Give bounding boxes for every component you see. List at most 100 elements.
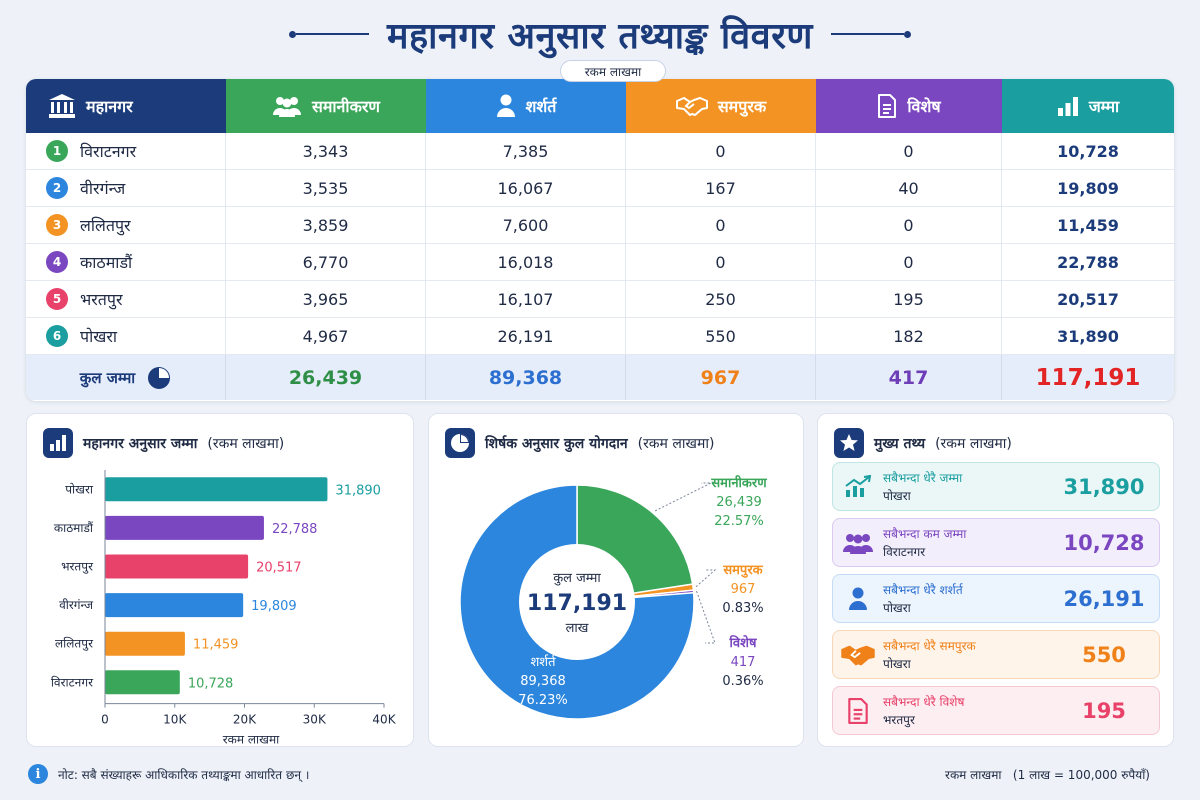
fact-label: सबैभन्दा धेरै समपुरक <box>883 638 976 653</box>
title-decoration-right <box>830 30 911 38</box>
donut-hole <box>519 544 635 660</box>
fact-text: सबैभन्दा धेरै समपुरक पोखरा <box>883 637 1049 673</box>
city-name: वीरगंन्ज <box>80 179 126 198</box>
city-name: काठमाडौं <box>80 253 133 272</box>
fact-value: 195 <box>1082 698 1126 723</box>
cell-special: 195 <box>816 281 1002 317</box>
fact-text: सबैभन्दा धेरै शर्शर्त पोखरा <box>883 581 1049 617</box>
table-row: 5 भरतपुर 3,965 16,107 250 195 20,517 <box>26 281 1174 318</box>
cell-city: 5 भरतपुर <box>26 281 226 317</box>
donut-center-value: 117,191 <box>527 591 627 616</box>
table-row: 6 पोखरा 4,967 26,191 550 182 31,890 <box>26 318 1174 355</box>
cell-special: 0 <box>816 207 1002 243</box>
city-name: पोखरा <box>80 327 118 346</box>
city-name: विराटनगर <box>80 142 137 161</box>
header-equalization-label: समानीकरण <box>312 97 380 116</box>
slice-percent-label: 22.57% <box>714 514 764 529</box>
cell-equalization: 3,343 <box>226 133 426 169</box>
footer-special: 417 <box>816 355 1002 400</box>
cell-city: 3 ललितपुर <box>26 207 226 243</box>
table-footer-total-row: कुल जम्मा 26,439 89,368 967 417 117,191 <box>26 355 1174 400</box>
pie-chart-icon <box>445 428 475 458</box>
handshake-icon <box>833 643 883 667</box>
cell-total: 22,788 <box>1057 252 1119 272</box>
donut-center-unit: लाख <box>566 621 589 636</box>
document-icon <box>878 94 897 118</box>
cell-city: 2 वीरगंन्ज <box>26 170 226 206</box>
cell-equalization: 3,965 <box>226 281 426 317</box>
bar <box>105 670 180 695</box>
fact-city: पोखरा <box>883 488 911 503</box>
table-header: महानगर समानीकरण शर्शर्त समपुरक विशेष जम्… <box>26 79 1174 133</box>
donut-chart: कुल जम्मा 117,191 लाख समानीकरण 26,439 22.57% स… <box>459 475 767 720</box>
fact-text: सबैभन्दा धेरै जम्मा पोखरा <box>883 469 1049 505</box>
bar-value-label: 20,517 <box>256 561 302 576</box>
pie-chart-icon <box>148 366 171 389</box>
x-tick-label: 20K <box>233 713 257 727</box>
leader-line <box>695 569 717 588</box>
bar <box>105 593 244 618</box>
cell-equalization: 3,535 <box>226 170 426 206</box>
city-name: ललितपुर <box>80 216 131 235</box>
unit-note: रकम लाखमा (1 लाख = 100,000 रुपैयाँ) <box>945 768 1150 782</box>
slice-value-label: 417 <box>731 655 756 670</box>
cell-complementary: 167 <box>626 170 816 206</box>
cell-conditional: 16,018 <box>426 244 626 280</box>
fact-city: पोखरा <box>883 656 911 671</box>
info-icon: i <box>28 764 48 784</box>
leader-line <box>654 482 712 512</box>
slice-value-label: 26,439 <box>716 495 762 510</box>
bar-chart: पोखरा 31,890 काठमाडौं 22,788 भरतपुर 20,517 वीर… <box>51 470 397 747</box>
cell-equalization: 6,770 <box>226 244 426 280</box>
bar-value-label: 19,809 <box>251 599 297 614</box>
slice-percent-label: 0.36% <box>722 674 763 689</box>
header-special-label: विशेष <box>907 97 941 116</box>
cell-complementary: 0 <box>626 244 816 280</box>
fact-city: विराटनगर <box>883 544 926 559</box>
slice-value-label: 967 <box>731 582 756 597</box>
cell-conditional: 26,191 <box>426 318 626 354</box>
bar-value-label: 10,728 <box>188 676 234 691</box>
bar-category-label: ललितपुर <box>55 637 94 652</box>
table-row: 4 काठमाडौं 6,770 16,018 0 0 22,788 <box>26 244 1174 281</box>
handshake-icon <box>675 97 708 116</box>
cell-special: 0 <box>816 133 1002 169</box>
fact-item: सबैभन्दा धेरै समपुरक पोखरा 550 <box>832 630 1160 679</box>
header-complementary-label: समपुरक <box>717 97 767 116</box>
bar-value-label: 22,788 <box>272 522 318 537</box>
bar <box>105 477 328 502</box>
key-facts-card: मुख्य तथ्य (रकम लाखमा) सबैभन्दा धेरै जम्… <box>817 413 1174 747</box>
rank-badge: 4 <box>46 251 68 273</box>
x-tick-label: 10K <box>163 713 187 727</box>
footer-label: कुल जम्मा <box>79 368 136 387</box>
facts-card-title: मुख्य तथ्य <box>874 435 926 452</box>
trend-up-icon <box>833 474 883 499</box>
table-row: 2 वीरगंन्ज 3,535 16,067 167 40 19,809 <box>26 170 1174 207</box>
rank-badge: 6 <box>46 325 68 347</box>
bar-chart-card: महानगर अनुसार जम्मा (रकम लाखमा) पोखरा 31,… <box>26 413 414 747</box>
pie-chart-card: शिर्षक अनुसार कुल योगदान (रकम लाखमा) कुल… <box>428 413 804 747</box>
bar <box>105 554 249 579</box>
cell-conditional: 7,385 <box>426 133 626 169</box>
bar-category-label: भरतपुर <box>61 560 94 575</box>
cell-total: 20,517 <box>1057 289 1119 309</box>
fact-text: सबैभन्दा धेरै विशेष भरतपुर <box>883 693 1049 729</box>
pie-card-title: शिर्षक अनुसार कुल योगदान <box>485 435 628 452</box>
bar-value-label: 11,459 <box>193 638 239 653</box>
bar-chart-icon <box>1057 97 1078 116</box>
slice-percent-label: 76.23% <box>518 693 568 708</box>
fact-item: सबैभन्दा धेरै विशेष भरतपुर 195 <box>832 686 1160 735</box>
cell-conditional: 16,067 <box>426 170 626 206</box>
slice-name-label: समपुरक <box>722 563 763 578</box>
document-icon <box>833 697 883 724</box>
pie-card-header: शिर्षक अनुसार कुल योगदान (रकम लाखमा) <box>445 428 714 458</box>
x-tick-label: 30K <box>303 713 327 727</box>
bar-category-label: विराटनगर <box>51 675 94 689</box>
bar-chart-icon <box>43 428 73 458</box>
rank-badge: 1 <box>46 140 68 162</box>
fact-label: सबैभन्दा धेरै शर्शर्त <box>883 582 963 597</box>
facts-card-header: मुख्य तथ्य (रकम लाखमा) <box>834 428 1012 458</box>
bar-category-label: काठमाडौं <box>54 521 94 535</box>
table-body: 1 विराटनगर 3,343 7,385 0 0 10,728 2 वीरगंन्ज 3,53… <box>26 133 1174 355</box>
pie-card-unit: (रकम लाखमा) <box>637 435 715 452</box>
